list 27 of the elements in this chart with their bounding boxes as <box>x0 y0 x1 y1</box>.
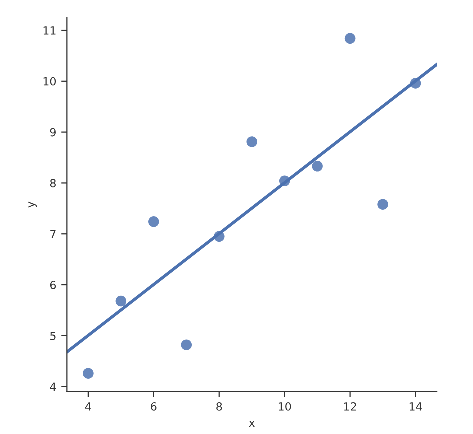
point <box>83 368 94 379</box>
point <box>344 33 356 44</box>
y-tick-label: 8 <box>50 179 56 188</box>
x-tick-label: 8 <box>216 402 222 411</box>
y-tick-label: 10 <box>44 77 56 86</box>
y-tick-label: 5 <box>50 332 56 340</box>
point <box>410 78 422 89</box>
point <box>246 136 258 148</box>
y-tick-label: 9 <box>50 128 56 137</box>
point <box>148 216 160 228</box>
point <box>214 231 225 242</box>
y-axis-title: y <box>28 202 38 208</box>
point <box>279 176 290 187</box>
y-tick-label: 6 <box>50 280 56 290</box>
y-tick-label: 7 <box>50 230 56 238</box>
point <box>312 161 323 172</box>
point <box>181 340 192 350</box>
x-axis-title: x <box>249 420 256 428</box>
x-tick-label: 12 <box>344 402 356 411</box>
y-tick-label: 4 <box>50 382 56 392</box>
x-tick-label: 6 <box>151 402 157 411</box>
x-tick-label: 14 <box>410 402 422 411</box>
x-tick-label: 4 <box>85 402 92 411</box>
y-tick-label: 11 <box>44 26 56 35</box>
x-tick-label: 10 <box>278 402 292 411</box>
point <box>116 296 127 307</box>
point <box>378 199 388 210</box>
